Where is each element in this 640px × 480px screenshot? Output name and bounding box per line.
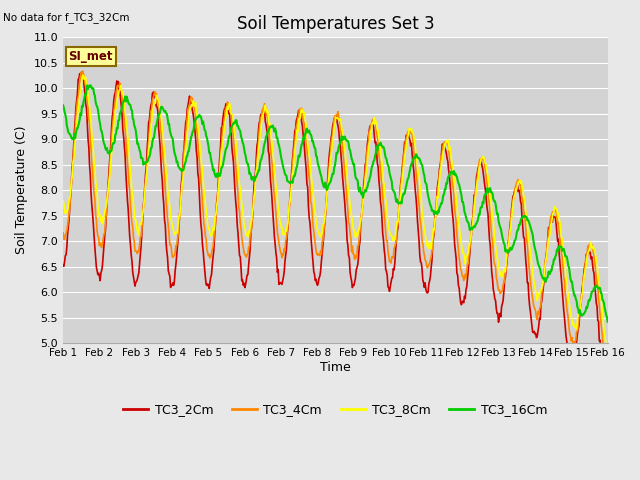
Y-axis label: Soil Temperature (C): Soil Temperature (C) [15, 126, 28, 254]
Legend: TC3_2Cm, TC3_4Cm, TC3_8Cm, TC3_16Cm: TC3_2Cm, TC3_4Cm, TC3_8Cm, TC3_16Cm [118, 398, 552, 421]
Text: No data for f_TC3_32Cm: No data for f_TC3_32Cm [3, 12, 130, 23]
Title: Soil Temperatures Set 3: Soil Temperatures Set 3 [237, 15, 434, 33]
Text: SI_met: SI_met [68, 49, 113, 62]
X-axis label: Time: Time [320, 360, 351, 373]
